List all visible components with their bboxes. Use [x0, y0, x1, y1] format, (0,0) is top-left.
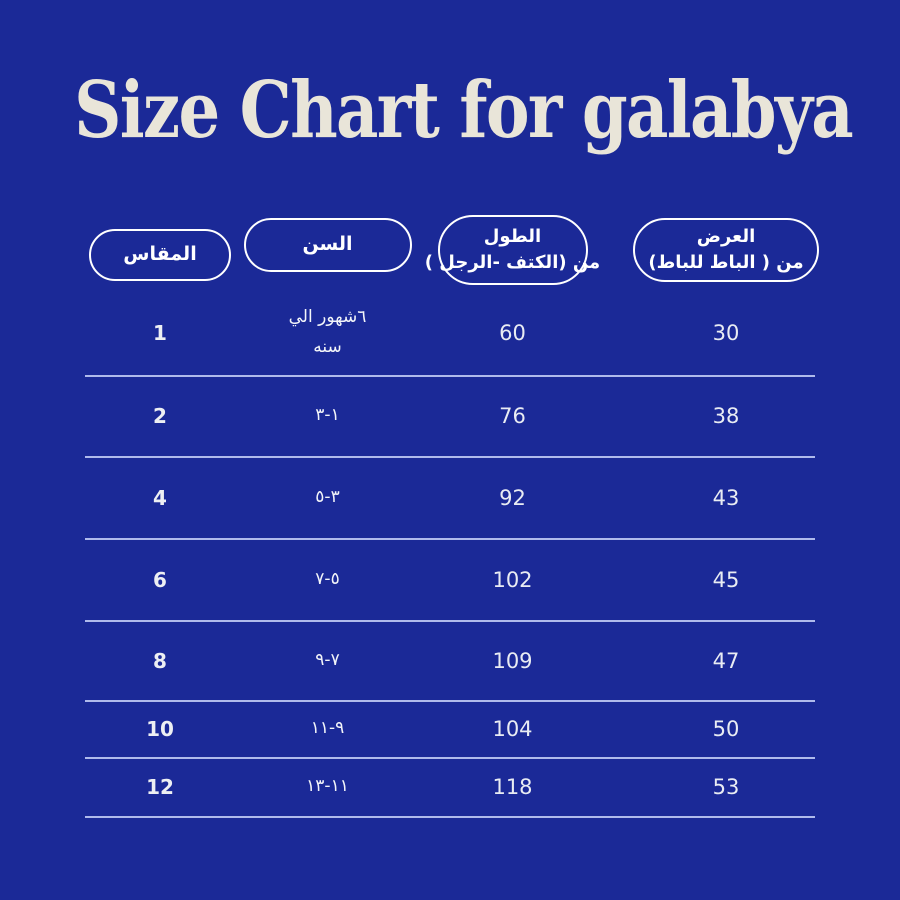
cell-age: ٥-٧ — [315, 568, 340, 589]
age-header-label: السن — [302, 232, 353, 255]
cell-width: 45 — [712, 567, 740, 592]
column-header-age: السن — [243, 217, 412, 282]
cell-age: ١١-١٣ — [306, 776, 349, 797]
length-header-pill: الطول من (الكتف -الرجل ) — [425, 214, 600, 285]
cell-age: ١-٣ — [315, 405, 340, 426]
cell-age: ٧-٩ — [315, 649, 340, 670]
cell-size: 1 — [153, 321, 167, 346]
cell-width: 43 — [712, 485, 740, 510]
cell-width: 38 — [712, 404, 740, 429]
cell-size: 10 — [146, 717, 174, 742]
cell-size: 2 — [153, 404, 167, 429]
cell-length: 92 — [499, 485, 526, 510]
length-header-label: الطول من (الكتف -الرجل ) — [424, 225, 601, 273]
cell-age: ٦شهور الي سنه — [288, 307, 367, 358]
cell-size: 6 — [153, 567, 167, 592]
cell-width: 53 — [712, 775, 740, 800]
cell-width: 47 — [712, 648, 740, 673]
table-row: 1 ٦شهور الي سنه 60 30 — [85, 292, 815, 377]
cell-size: 8 — [153, 648, 167, 673]
cell-length: 118 — [492, 775, 533, 800]
age-header-pill: السن — [243, 217, 412, 272]
table-row: 12 ١١-١٣ 118 53 — [85, 759, 815, 818]
column-header-size: المقاس — [89, 219, 231, 281]
width-header-label: العرض من ( الباط للباط) — [648, 225, 804, 273]
column-header-width: العرض من ( الباط للباط) — [633, 217, 819, 282]
cell-length: 60 — [499, 321, 526, 346]
size-header-pill: المقاس — [89, 228, 231, 281]
cell-length: 102 — [492, 567, 533, 592]
table-row: 4 ٣-٥ 92 43 — [85, 458, 815, 540]
cell-age: ٩-١١ — [310, 718, 345, 739]
cell-age: ٣-٥ — [315, 486, 340, 507]
size-header-label: المقاس — [123, 242, 197, 265]
cell-size: 4 — [153, 485, 167, 510]
table-row: 6 ٥-٧ 102 45 — [85, 540, 815, 622]
cell-length: 109 — [492, 648, 533, 673]
cell-width: 30 — [712, 321, 740, 346]
cell-width: 50 — [712, 717, 740, 742]
column-header-length: الطول من (الكتف -الرجل ) — [425, 214, 600, 285]
table-header-row: المقاس السن الطول من (الكتف -الرجل ) الع… — [85, 208, 819, 292]
page-title-text: Size Chart for galabya — [74, 65, 854, 156]
cell-length: 104 — [492, 717, 533, 742]
cell-length: 76 — [499, 404, 526, 429]
table-row: 2 ١-٣ 76 38 — [85, 377, 815, 458]
size-table: المقاس السن الطول من (الكتف -الرجل ) الع… — [85, 208, 819, 818]
table-row: 8 ٧-٩ 109 47 — [85, 622, 815, 702]
cell-size: 12 — [146, 775, 174, 800]
table-body: 1 ٦شهور الي سنه 60 30 2 ١-٣ 76 38 4 ٣-٥ 92 43 6 ٥-٧ 10… — [85, 292, 815, 818]
width-header-pill: العرض من ( الباط للباط) — [633, 217, 819, 282]
page-title: Size Chart for galabya — [0, 0, 900, 156]
table-row: 10 ٩-١١ 104 50 — [85, 702, 815, 759]
